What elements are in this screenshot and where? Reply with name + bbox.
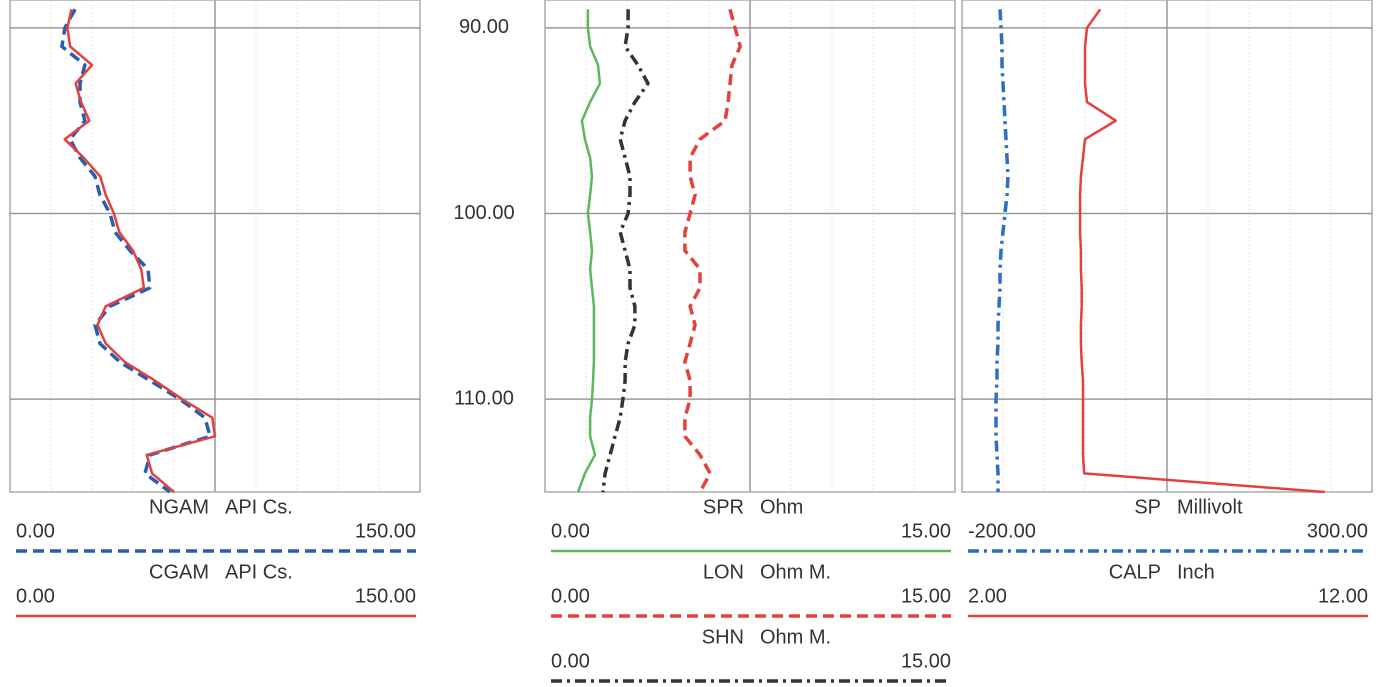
track-frame	[961, 0, 1373, 493]
scale-min: -200.00	[968, 520, 1036, 542]
scale-max: 15.00	[901, 520, 951, 542]
legend-unit: Millivolt	[1177, 496, 1243, 518]
scale-min: 2.00	[968, 585, 1007, 607]
track-frame	[9, 0, 421, 493]
scale-max: 15.00	[901, 585, 951, 607]
legend-name: SPR	[703, 496, 744, 518]
legend-name: NGAM	[149, 496, 209, 518]
scale-min: 0.00	[16, 520, 55, 542]
scale-min: 0.00	[551, 650, 590, 672]
log-curve	[63, 9, 217, 493]
log-curve	[60, 8, 212, 494]
legend-unit: API Cs.	[225, 561, 293, 583]
legend-name: CALP	[1109, 561, 1161, 583]
scale-max: 300.00	[1307, 520, 1368, 542]
track-frame	[544, 0, 956, 493]
log-curve	[576, 9, 602, 493]
legend-unit: Ohm M.	[760, 626, 831, 648]
legend-unit: Inch	[1177, 561, 1215, 583]
log-curve	[1078, 8, 1325, 494]
scale-max: 150.00	[355, 585, 416, 607]
depth-label: 90.00	[459, 16, 509, 38]
legend-name: LON	[703, 561, 744, 583]
legend-unit: Ohm M.	[760, 561, 831, 583]
scale-max: 15.00	[901, 650, 951, 672]
legend-unit: API Cs.	[225, 496, 293, 518]
legend-name: SHN	[702, 626, 744, 648]
log-curve	[994, 9, 1010, 492]
log-curve	[601, 9, 650, 493]
legend-name: SP	[1134, 496, 1161, 518]
scale-min: 0.00	[551, 520, 590, 542]
scale-min: 0.00	[16, 585, 55, 607]
log-curve	[683, 8, 742, 493]
legend-name: CGAM	[149, 561, 209, 583]
depth-label: 110.00	[454, 387, 514, 409]
scale-min: 0.00	[551, 585, 590, 607]
depth-label: 100.00	[453, 202, 514, 224]
legend-unit: Ohm	[760, 496, 803, 518]
scale-max: 12.00	[1318, 585, 1368, 607]
scale-max: 150.00	[355, 520, 416, 542]
